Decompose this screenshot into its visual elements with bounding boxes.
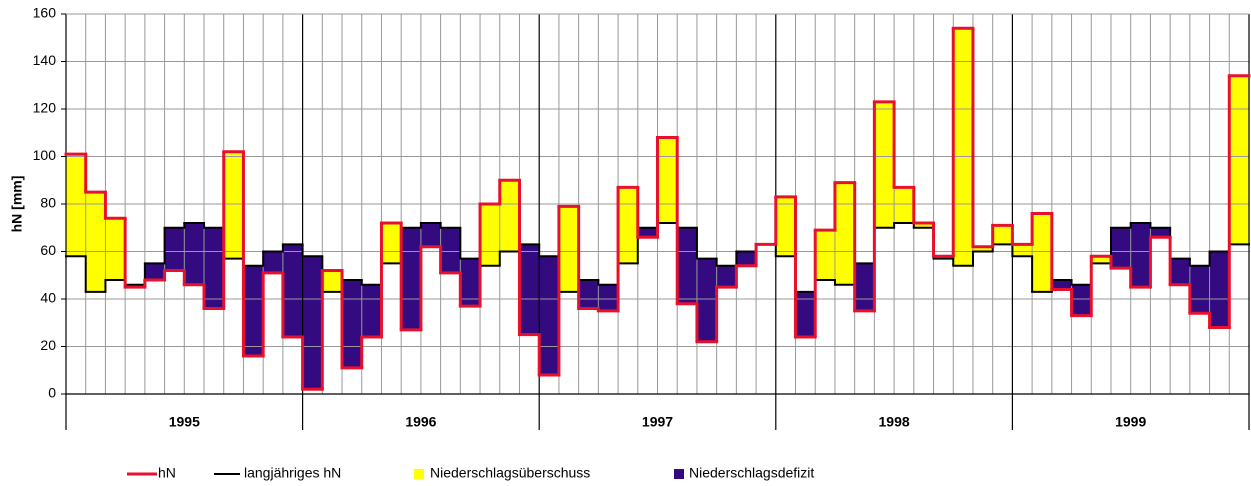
surplus-area <box>815 230 835 280</box>
deficit-area <box>539 256 559 375</box>
deficit-area <box>1150 227 1171 238</box>
deficit-area <box>578 280 599 309</box>
surplus-area <box>894 187 914 223</box>
deficit-area <box>302 256 323 390</box>
legend-label: Niederschlagsdefizit <box>689 465 814 481</box>
surplus-area <box>223 151 244 259</box>
surplus-area <box>85 192 106 292</box>
legend-label: hN <box>158 465 176 481</box>
deficit-area <box>1170 258 1190 285</box>
legend-label: langjähriges hN <box>244 465 341 481</box>
y-tick-label: 0 <box>48 385 56 401</box>
surplus-area <box>775 196 796 257</box>
legend-swatch <box>674 469 684 479</box>
deficit-area <box>1189 265 1210 314</box>
deficit-area <box>637 227 658 238</box>
surplus-area <box>657 137 678 223</box>
y-tick-label: 80 <box>40 195 56 211</box>
surplus-area <box>480 204 500 266</box>
x-group-label: 1999 <box>1115 414 1146 430</box>
deficit-area <box>144 263 165 280</box>
x-group-label: 1997 <box>642 414 673 430</box>
y-tick-label: 140 <box>33 52 57 68</box>
deficit-area <box>1209 251 1230 328</box>
deficit-area <box>243 265 264 356</box>
deficit-area <box>440 227 461 273</box>
deficit-area <box>1130 223 1151 288</box>
surplus-area <box>1012 244 1033 257</box>
deficit-area <box>1051 280 1072 290</box>
deficit-area <box>420 223 441 247</box>
deficit-area <box>460 258 481 307</box>
deficit-area <box>401 227 421 330</box>
surplus-area <box>874 101 895 228</box>
surplus-area <box>105 218 126 280</box>
deficit-area <box>854 263 875 311</box>
y-tick-label: 120 <box>33 100 57 116</box>
deficit-area <box>598 284 619 311</box>
deficit-area <box>716 265 737 288</box>
surplus-area <box>1091 256 1111 264</box>
x-group-label: 1998 <box>879 414 910 430</box>
y-tick-label: 100 <box>33 147 57 163</box>
surplus-area <box>66 154 86 257</box>
surplus-area <box>322 270 343 292</box>
deficit-area <box>795 291 816 337</box>
surplus-area <box>953 28 973 266</box>
deficit-area <box>736 251 757 266</box>
deficit-area <box>519 244 540 335</box>
surplus-area <box>1032 213 1052 292</box>
surplus-area <box>499 180 520 252</box>
surplus-area <box>558 206 579 292</box>
deficit-area <box>1071 284 1092 316</box>
deficit-area <box>677 227 697 304</box>
legend-label: Niederschlagsüberschuss <box>430 465 590 481</box>
y-tick-label: 40 <box>40 290 56 306</box>
surplus-area <box>992 225 1013 245</box>
surplus-area <box>1229 75 1249 245</box>
y-tick-label: 60 <box>40 242 56 258</box>
x-group-label: 1995 <box>169 414 200 430</box>
legend-swatch <box>414 469 424 479</box>
surplus-area <box>913 223 934 228</box>
surplus-area <box>381 223 402 264</box>
surplus-area <box>972 246 993 252</box>
y-tick-label: 160 <box>33 5 57 21</box>
deficit-area <box>263 251 283 273</box>
deficit-area <box>1110 227 1131 269</box>
deficit-area <box>696 258 717 342</box>
deficit-area <box>361 284 382 337</box>
x-group-label: 1996 <box>405 414 436 430</box>
deficit-area <box>204 227 224 309</box>
surplus-area <box>834 182 855 285</box>
deficit-area <box>282 244 303 337</box>
surplus-area <box>618 187 638 264</box>
deficit-area <box>184 223 205 285</box>
deficit-area <box>164 227 185 271</box>
deficit-area <box>342 280 362 368</box>
y-axis-label: hN [mm] <box>9 176 25 233</box>
y-tick-label: 20 <box>40 337 56 353</box>
